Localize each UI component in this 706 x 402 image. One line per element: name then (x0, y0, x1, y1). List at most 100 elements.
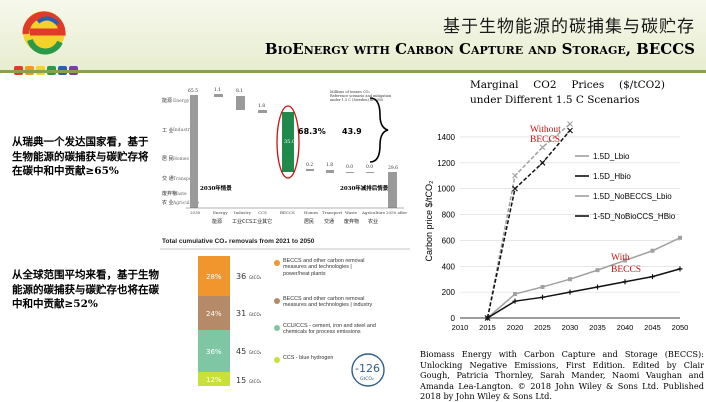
svg-text:居民: 居民 (304, 219, 314, 225)
y-tick-label: 200 (442, 288, 456, 297)
x-tick-label: 2030 (562, 323, 579, 332)
x-tick-label: 2040 (617, 323, 634, 332)
x-tick-label: 2035 (589, 323, 606, 332)
svg-text:12%: 12% (206, 376, 222, 384)
caption-2050: 2030年减排后情景 (340, 184, 389, 192)
y-tick-label: 1400 (437, 133, 455, 142)
data-point (484, 315, 491, 321)
svg-text:工业CCS工业其它: 工业CCS工业其它 (232, 218, 272, 225)
svg-text:1.1: 1.1 (214, 87, 221, 93)
data-point (595, 284, 600, 290)
row-label-agri: 农 业 (162, 199, 174, 206)
logo-e-icon (22, 11, 66, 55)
bar-beccs (282, 112, 294, 172)
svg-text:1.8: 1.8 (258, 103, 265, 109)
data-point (539, 159, 546, 166)
legend-entry: 1.5D_Lbio (593, 152, 630, 161)
data-point (650, 274, 655, 280)
svg-text:29.6: 29.6 (388, 165, 398, 171)
brace-value: 43.9 (342, 127, 362, 136)
legend-power: BECCS and other carbon removal measures … (283, 258, 365, 277)
bar-2050-after (388, 172, 397, 208)
data-point (650, 248, 655, 253)
header-divider (0, 70, 706, 73)
svg-text:农业: 农业 (368, 218, 378, 225)
row-label-energy: 能源 (162, 97, 172, 104)
removals-panel: Total cumulative CO₂ removals from 2021 … (160, 236, 410, 396)
svg-text:GtCO₂: GtCO₂ (360, 376, 374, 382)
brace-icon (369, 97, 389, 163)
svg-text:45: 45 (236, 347, 246, 356)
data-point (513, 292, 517, 297)
svg-text:2050 after: 2050 after (386, 210, 407, 215)
data-point (622, 279, 628, 285)
x-tick-label: 2015 (479, 323, 496, 332)
svg-text:Agriculture: Agriculture (361, 210, 386, 215)
svg-text:Homes: Homes (173, 156, 190, 162)
svg-text:36%: 36% (206, 348, 222, 356)
row-label-transport: 交 通 (162, 175, 174, 182)
svg-text:Homes: Homes (304, 210, 318, 215)
bar-power (198, 256, 230, 296)
svg-text:8.1: 8.1 (236, 88, 243, 94)
data-point (677, 266, 683, 272)
legend-entry: 1-5D_NoBioCCS_HBio (593, 212, 676, 221)
svg-text:Energy: Energy (173, 98, 190, 104)
x-tick-label: 2025 (534, 323, 551, 332)
svg-text:15: 15 (236, 376, 246, 385)
bar-2030 (190, 95, 198, 208)
bar-industry-beccs (198, 296, 230, 330)
data-point (567, 121, 573, 127)
y-tick-label: 1200 (437, 159, 455, 168)
svg-text:24%: 24% (206, 310, 222, 318)
row-label-homes: 居 民 (162, 156, 174, 162)
y-axis-label: Carbon price $/tCO₂ (424, 180, 434, 262)
y-tick-label: 0 (451, 314, 456, 323)
note-sweden: 从瑞典一个发达国家看，基于生物能源的碳捕获与碳贮存将在碳中和中贡献≥65% (12, 136, 149, 177)
svg-text:65.5: 65.5 (188, 88, 198, 94)
series-line-3 (486, 129, 571, 319)
series-line-1 (487, 268, 681, 319)
source-citation: Biomass Energy with Carbon Capture and S… (420, 349, 704, 402)
svg-text:交通: 交通 (324, 218, 334, 225)
x-tick-label: 2010 (452, 323, 469, 332)
pct-label: 68.3% (298, 127, 326, 136)
row-label-industry: 工 业 (162, 127, 174, 134)
svg-text:GtCO₂: GtCO₂ (249, 312, 262, 317)
svg-text:Energy: Energy (213, 210, 228, 215)
annotation-with-beccs: BECCS (611, 265, 641, 275)
annotation-without-beccs: BECCS (530, 135, 560, 145)
svg-text:Transport: Transport (173, 176, 196, 182)
svg-text:Waste: Waste (345, 210, 358, 215)
note-global: 从全球范围平均来看，基于生物能源的碳捕获与碳贮存也将在碳中和中贡献≥52% (12, 269, 159, 310)
data-point (540, 284, 545, 289)
caption-2030: 2030年情景 (200, 184, 232, 192)
data-point (568, 277, 572, 282)
removals-svg: 28% 24% 36% 12% 36 31 45 15 GtCO₂ GtCO₂ … (160, 248, 410, 387)
legend-entry: 1.5D_NoBECCS_Lbio (593, 192, 672, 201)
x-tick-label: 2045 (644, 323, 661, 332)
waterfall-svg: 能源 工 业 居 民 交 通 废弃物 农 业 Energy Industry H… (162, 87, 407, 225)
legend-industry: BECCS and other carbon removal measures … (283, 296, 373, 309)
row-label-waste: 废弃物 (162, 190, 177, 197)
line-chart-title: Marginal CO2 Prices ($/tCO2) under Diffe… (470, 79, 665, 106)
svg-text:Agriculture: Agriculture (172, 200, 199, 206)
y-tick-label: 1000 (437, 185, 455, 194)
price-line-chart: 0 200 400 600 800 1000 1200 1400 2010 2015 2020 202… (418, 110, 706, 348)
svg-text:Industry: Industry (173, 127, 193, 133)
svg-text:Waste: Waste (173, 191, 187, 197)
svg-text:废弃物: 废弃物 (344, 218, 359, 225)
legend-ccu: CCU/CCS - cement, iron and steel and che… (283, 323, 376, 336)
header-band (0, 0, 706, 72)
x-tick-label: 2050 (672, 323, 689, 332)
data-point (623, 258, 627, 263)
svg-text:CCS: CCS (258, 210, 267, 215)
data-point (595, 268, 600, 273)
svg-text:-126: -126 (355, 362, 380, 375)
bar-ccs (258, 110, 267, 113)
svg-text:Reference scenario and mitigat: Reference scenario and mitigation (330, 94, 392, 98)
svg-text:1.8: 1.8 (326, 162, 333, 168)
svg-text:能源: 能源 (212, 218, 222, 225)
price-line-chart-svg: 0 200 400 600 800 1000 1200 1400 2010 2015 2020 202… (424, 121, 689, 332)
beccs-highlight-circle (276, 105, 300, 179)
